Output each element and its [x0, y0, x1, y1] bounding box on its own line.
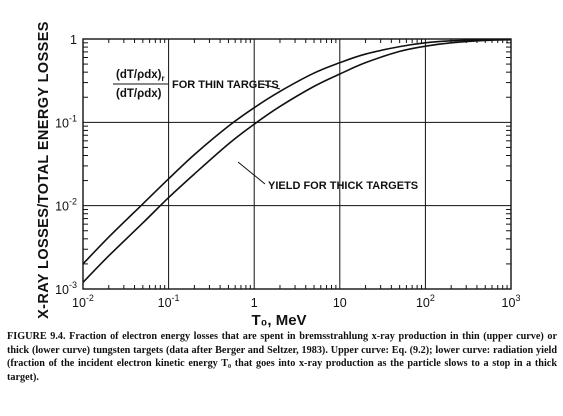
- thick-annotation: YIELD FOR THICK TARGETS: [237, 161, 418, 192]
- x-tick-label: 1: [251, 296, 258, 310]
- thin-targets-label: FOR THIN TARGETS: [172, 79, 279, 91]
- thin-leader-line: [261, 83, 281, 90]
- x-tick-label: 10-2: [72, 293, 94, 310]
- ratio-denominator: (dT/ρdx): [116, 88, 162, 100]
- series-line-thin: [82, 38, 512, 265]
- ratio-numerator: (dT/ρdx)r: [116, 69, 165, 83]
- thick-targets-label: YIELD FOR THICK TARGETS: [268, 180, 418, 192]
- series: [82, 38, 512, 283]
- x-axis-label: T₀, MeV: [251, 312, 306, 329]
- y-tick-label: 1: [70, 33, 77, 47]
- y-axis-label: X-RAY LOSSES/TOTAL ENERGY LOSSES: [36, 21, 52, 319]
- figure-caption: FIGURE 9.4. Fraction of electron energy …: [7, 330, 557, 384]
- x-tick-exponent: 2: [430, 293, 435, 303]
- x-tick-exponent: -1: [172, 293, 180, 303]
- figure-label: FIGURE 9.4.: [7, 331, 66, 342]
- y-tick-label: 10-1: [55, 113, 77, 130]
- y-tick-exponent: -2: [69, 197, 77, 207]
- y-tick-label: 10-3: [55, 280, 77, 297]
- x-tick-exponent: 3: [515, 293, 520, 303]
- x-tick-label: 10-1: [158, 293, 180, 310]
- y-tick-exponent: -1: [69, 113, 77, 123]
- x-tick-label: 102: [416, 293, 435, 310]
- x-tick-exponent: -2: [86, 293, 94, 303]
- caption-text: Fraction of electron energy losses that …: [7, 331, 558, 383]
- y-tick-label: 10-2: [55, 197, 77, 214]
- x-tick-label: 103: [502, 293, 521, 310]
- ratio-numerator-sub: r: [161, 74, 164, 83]
- thick-leader-line: [237, 161, 266, 185]
- x-tick-label: 10: [333, 296, 347, 310]
- grid: [83, 39, 511, 289]
- y-tick-exponent: -3: [69, 280, 77, 290]
- series-line-thick: [82, 38, 512, 283]
- plot-frame: [82, 38, 512, 290]
- thin-annotation: (dT/ρdx)r (dT/ρdx) FOR THIN TARGETS: [113, 69, 281, 100]
